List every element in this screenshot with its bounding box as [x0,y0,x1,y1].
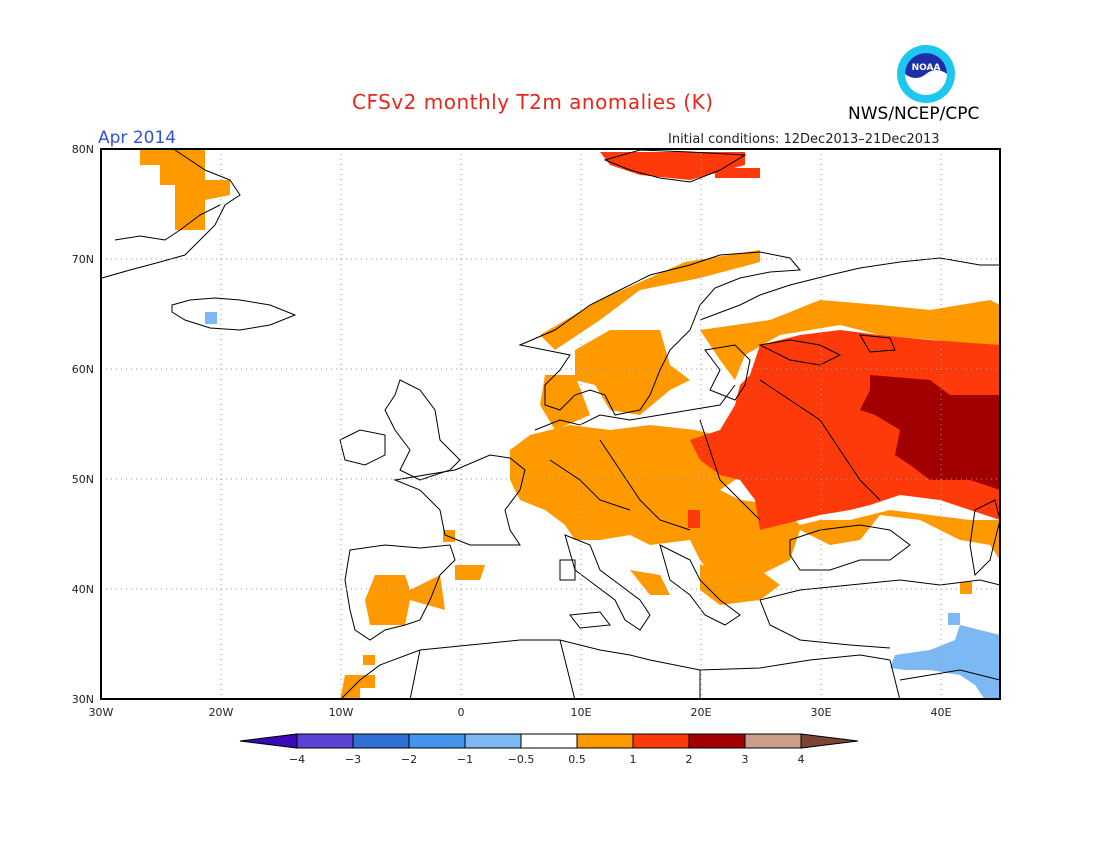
lon-axis-labels: 30W 20W 10W 0 10E 20E 30E 40E [89,706,952,719]
colorbar-swatch [352,733,410,749]
colorbar-swatch [576,733,634,749]
lat-label: 60N [72,363,94,376]
lon-label: 0 [458,706,465,719]
colorbar-tick-label: −1 [457,753,473,766]
colorbar-tick-label: −3 [345,753,361,766]
lon-label: 30E [811,706,832,719]
colorbar-swatch [464,733,522,749]
colorbar-tick-label: −0.5 [508,753,535,766]
lon-label: 20W [209,706,234,719]
lon-label: 30W [89,706,114,719]
colorbar-tick-label: 1 [630,753,637,766]
anomaly-shading [140,150,1000,699]
lat-axis-labels: 80N 70N 60N 50N 40N 30N [72,143,94,706]
noaa-logo-icon: NOAA [897,45,955,103]
map-frame [100,148,1001,700]
colorbar-tick-label: 2 [686,753,693,766]
colorbar-tick-label: 4 [798,753,805,766]
colorbar-swatch [296,733,354,749]
colorbar-swatch [632,733,690,749]
colorbar-swatch-lowest [239,733,298,749]
colorbar-swatch [408,733,466,749]
valid-month-label: Apr 2014 [98,128,177,148]
lat-label: 80N [72,143,94,156]
agency-credit: NWS/NCEP/CPC [848,104,980,124]
colorbar-tick-label: 3 [742,753,749,766]
colorbar-swatch [744,733,802,749]
lat-label: 70N [72,253,94,266]
anomaly-region-0.5-1 [140,150,1000,699]
initial-conditions-label: Initial conditions: 12Dec2013–21Dec2013 [668,132,940,147]
graticule [101,149,1000,699]
chart-title: CFSv2 monthly T2m anomalies (K) [352,90,714,114]
svg-text:NOAA: NOAA [912,63,941,73]
lat-label: 30N [72,693,94,706]
lon-label: 10W [329,706,354,719]
coastlines [101,149,1000,699]
colorbar-tick-label: 0.5 [568,753,586,766]
colorbar-swatch-highest [800,733,859,749]
lat-label: 50N [72,473,94,486]
anomaly-region-2-3 [860,375,1000,490]
colorbar-labels: −4 −3 −2 −1 −0.5 0.5 1 2 3 4 [289,753,805,766]
colorbar [239,733,859,749]
colorbar-tick-label: −2 [401,753,417,766]
lat-label: 40N [72,583,94,596]
lon-label: 40E [931,706,952,719]
colorbar-swatch [520,733,578,749]
anomaly-region-minus1-minus0.5 [205,312,1000,699]
colorbar-swatch [688,733,746,749]
colorbar-tick-label: −4 [289,753,305,766]
lon-label: 20E [691,706,712,719]
lon-label: 10E [571,706,592,719]
